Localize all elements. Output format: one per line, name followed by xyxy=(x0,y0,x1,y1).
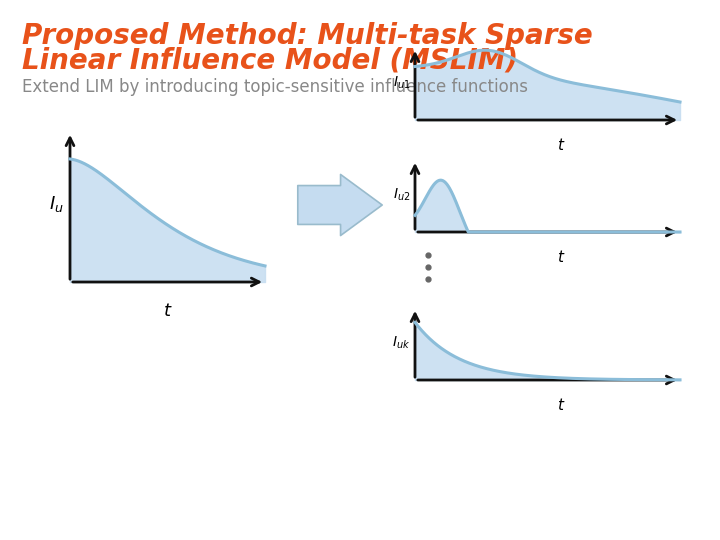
Text: Extend LIM by introducing topic-sensitive influence functions: Extend LIM by introducing topic-sensitiv… xyxy=(22,78,528,96)
Text: $t$: $t$ xyxy=(557,397,565,413)
Text: $I_{u1}$: $I_{u1}$ xyxy=(392,75,410,91)
Text: $t$: $t$ xyxy=(557,249,565,265)
Text: $t$: $t$ xyxy=(163,302,172,320)
Text: Linear Influence Model (MSLIM): Linear Influence Model (MSLIM) xyxy=(22,47,518,75)
Text: $t$: $t$ xyxy=(557,137,565,153)
Text: $I_{uk}$: $I_{uk}$ xyxy=(392,334,410,351)
Text: $I_{u2}$: $I_{u2}$ xyxy=(392,186,410,202)
Text: Proposed Method: Multi-task Sparse: Proposed Method: Multi-task Sparse xyxy=(22,22,593,50)
Text: $I_u$: $I_u$ xyxy=(49,194,64,214)
